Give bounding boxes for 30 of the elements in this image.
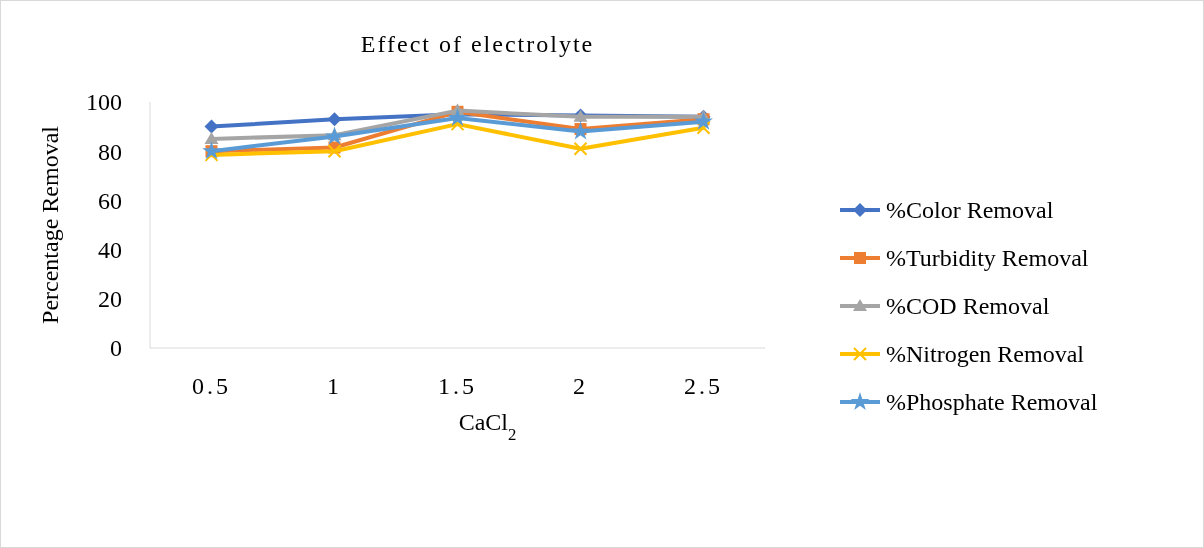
y-tick-label: 100 xyxy=(86,89,122,116)
point xyxy=(327,112,342,127)
legend-label: %Color Removal xyxy=(886,197,1054,224)
point xyxy=(448,108,467,126)
point xyxy=(204,131,219,144)
y-tick-label: 20 xyxy=(98,286,122,313)
x-tick-label: 2 xyxy=(573,373,588,399)
y-axis-title: Percentage Removal xyxy=(37,125,63,324)
y-tick-label: 0 xyxy=(110,335,122,362)
x-tick-label: 2.5 xyxy=(684,373,723,399)
point xyxy=(204,119,219,134)
point xyxy=(202,141,221,160)
point xyxy=(694,111,713,130)
point xyxy=(325,126,344,145)
point xyxy=(327,144,342,159)
legend-label: %Phosphate Removal xyxy=(886,389,1098,416)
legend-label: %Nitrogen Removal xyxy=(886,341,1085,368)
y-tick-label: 40 xyxy=(98,237,122,263)
x-tick-label: 1.5 xyxy=(438,373,477,399)
y-tick-label: 80 xyxy=(98,138,122,165)
y-tick-label: 60 xyxy=(98,187,122,214)
x-tick-label: 0.5 xyxy=(192,373,231,399)
legend-label: %Turbidity Removal xyxy=(886,245,1089,272)
point xyxy=(573,141,588,156)
x-axis-title: CaCl$_{2}$ xyxy=(458,409,517,444)
point xyxy=(571,121,590,140)
point xyxy=(696,120,711,135)
chart-title: Effect of electrolyte xyxy=(360,31,595,57)
x-tick-label: 1 xyxy=(327,373,342,399)
legend-label: %COD Removal xyxy=(886,293,1050,320)
